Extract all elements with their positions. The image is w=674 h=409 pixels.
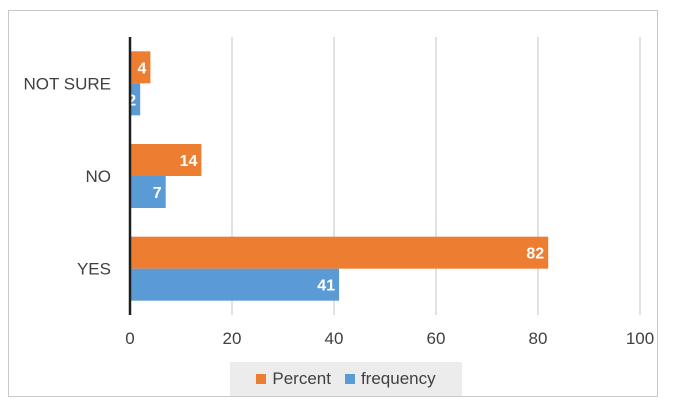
data-label: 2 <box>127 92 136 109</box>
data-label: 4 <box>137 60 146 77</box>
legend-label-percent: Percent <box>272 369 331 388</box>
x-tick-label: 100 <box>626 329 654 348</box>
x-tick-label: 80 <box>529 329 548 348</box>
legend-label-frequency: frequency <box>360 369 436 388</box>
bar <box>130 176 166 208</box>
chart-legend: Percent frequency <box>230 362 462 396</box>
bar <box>130 236 549 269</box>
x-tick-label: 0 <box>125 329 134 348</box>
data-label: 7 <box>153 185 162 202</box>
bar <box>130 83 141 116</box>
data-label: 82 <box>526 246 544 263</box>
bar <box>130 144 202 176</box>
x-tick-label: 20 <box>223 329 242 348</box>
bar <box>130 268 340 301</box>
bar <box>130 51 151 84</box>
data-label: 41 <box>317 278 335 295</box>
x-tick-label: 40 <box>325 329 344 348</box>
category-label: NO <box>86 167 112 186</box>
legend-swatch-percent <box>256 374 267 384</box>
legend-item-frequency: frequency <box>344 369 436 389</box>
category-label: YES <box>77 260 111 279</box>
legend-item-percent: Percent <box>256 369 331 389</box>
data-label: 14 <box>180 153 198 170</box>
x-tick-label: 60 <box>427 329 446 348</box>
legend-swatch-frequency <box>344 374 355 384</box>
chart-frame <box>8 10 658 397</box>
category-label: NOT SURE <box>23 74 111 93</box>
